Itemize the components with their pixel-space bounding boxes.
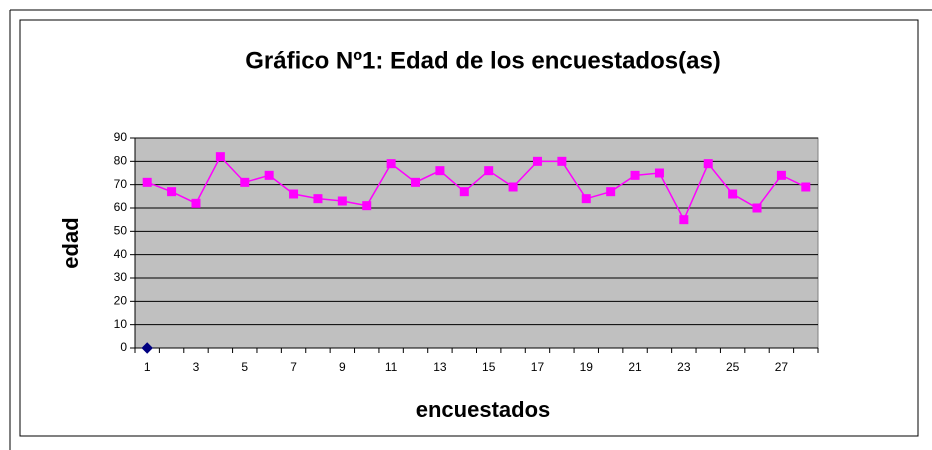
y-tick-label: 10 — [114, 317, 128, 331]
data-point — [337, 196, 347, 206]
data-point — [532, 156, 542, 166]
data-point — [679, 215, 689, 225]
data-point — [508, 182, 518, 192]
data-point — [654, 168, 664, 178]
x-tick-label: 9 — [339, 360, 346, 374]
data-point — [215, 152, 225, 162]
plot-area — [134, 137, 819, 349]
data-point — [728, 189, 738, 199]
series-line — [146, 155, 807, 222]
x-tick-label: 7 — [290, 360, 297, 374]
data-point — [386, 159, 396, 169]
x-tick-label: 1 — [144, 360, 151, 374]
data-point — [484, 166, 494, 176]
x-tick-label: 11 — [385, 360, 398, 374]
x-tick-label: 21 — [628, 360, 642, 374]
x-tick-label: 5 — [241, 360, 248, 374]
y-tick-label: 60 — [114, 200, 128, 214]
data-point — [142, 177, 152, 187]
x-tick-label: 17 — [531, 360, 545, 374]
data-point — [752, 203, 762, 213]
data-point — [362, 201, 372, 211]
data-point — [459, 187, 469, 197]
data-point — [313, 194, 323, 204]
data-point — [630, 170, 640, 180]
x-tick-label: 15 — [482, 360, 496, 374]
y-tick-label: 80 — [114, 154, 128, 168]
y-tick-label: 0 — [120, 340, 127, 354]
data-point — [411, 177, 421, 187]
data-point — [167, 187, 177, 197]
x-axis-label: encuestados — [416, 397, 551, 422]
x-tick-label: 19 — [580, 360, 594, 374]
y-tick-label: 20 — [114, 294, 128, 308]
chart-title: Gráfico Nº1: Edad de los encuestados(as) — [245, 47, 721, 74]
data-point — [557, 156, 567, 166]
data-point — [264, 170, 274, 180]
data-point — [435, 166, 445, 176]
y-tick-label: 50 — [114, 224, 128, 238]
x-tick-label: 27 — [775, 360, 789, 374]
y-tick-label: 70 — [114, 177, 128, 191]
data-point — [703, 159, 713, 169]
data-point — [191, 198, 201, 208]
x-tick-label: 23 — [677, 360, 691, 374]
data-point — [581, 194, 591, 204]
y-tick-label: 90 — [114, 130, 128, 144]
y-tick-label: 40 — [114, 247, 128, 261]
y-tick-label: 30 — [114, 270, 128, 284]
data-point — [606, 187, 616, 197]
y-axis-label: edad — [58, 217, 83, 268]
data-point — [141, 342, 153, 354]
x-tick-label: 25 — [726, 360, 740, 374]
data-point — [801, 182, 811, 192]
data-point — [240, 177, 250, 187]
data-point — [776, 170, 786, 180]
data-point — [289, 189, 299, 199]
x-tick-label: 3 — [193, 360, 200, 374]
x-tick-label: 13 — [433, 360, 447, 374]
